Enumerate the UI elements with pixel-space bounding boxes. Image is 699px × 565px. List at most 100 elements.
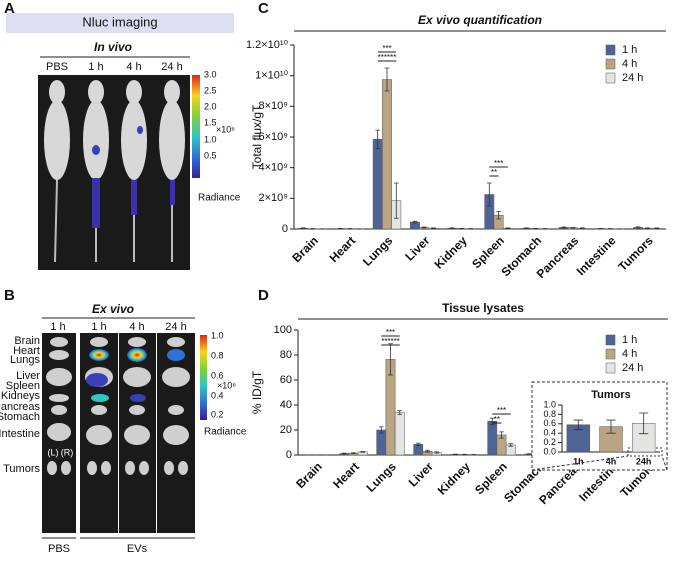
chart-title: Tumors <box>591 389 631 401</box>
y-tick-label: 8×10⁹ <box>259 100 289 112</box>
legend-swatch <box>605 58 616 70</box>
colorbar-unit: ×10⁸ <box>217 380 236 390</box>
organ-label: Tumors <box>3 463 40 475</box>
organ-label: Pancreas <box>0 401 40 413</box>
significance-label: *** <box>387 53 396 62</box>
x-tick-label: Heart <box>327 233 359 265</box>
x-tick-label: Liver <box>406 459 436 489</box>
error-bar <box>645 227 650 229</box>
legend-swatch <box>605 334 616 346</box>
error-bar <box>635 226 641 229</box>
error-bar <box>384 67 390 92</box>
y-tick-label: 60 <box>280 374 292 386</box>
group-label: PBS <box>48 543 70 555</box>
error-bar <box>654 227 660 229</box>
column-label: 1 h <box>88 61 103 73</box>
legend-swatch <box>605 362 616 374</box>
error-bar <box>378 426 384 434</box>
error-bar <box>431 227 436 229</box>
error-bar <box>570 227 576 229</box>
colorbar-tick: 0.5 <box>204 150 217 160</box>
error-bar <box>412 220 418 224</box>
y-tick-label: 40 <box>280 399 292 411</box>
y-tick-label: 80 <box>280 349 292 361</box>
colorbar-tick: 0.2 <box>211 409 224 419</box>
x-tick-label: Heart <box>330 459 362 491</box>
error-bar <box>579 227 585 229</box>
side-label: (R) <box>61 447 74 457</box>
y-tick-label: 0.2 <box>543 437 556 447</box>
panel-letter: B <box>4 287 15 304</box>
y-tick-label: 2×10⁹ <box>259 192 289 204</box>
legend-label: 1 h <box>622 44 637 56</box>
error-bar <box>526 453 532 455</box>
colorbar-tick: 1.0 <box>204 134 217 144</box>
banner <box>6 13 234 33</box>
organs <box>46 337 190 475</box>
error-bar <box>462 453 467 456</box>
legend-label: 1 h <box>622 334 637 346</box>
colorbar-tick: 2.5 <box>204 85 217 95</box>
error-bar <box>639 412 649 435</box>
chart-title: Tissue lysates <box>442 301 524 315</box>
y-tick-label: 0.6 <box>543 418 556 428</box>
error-bar <box>421 226 427 229</box>
colorbar-tick: 2.0 <box>204 101 217 111</box>
x-tick-label: Lungs <box>360 233 396 269</box>
x-tick-label: Intestine <box>574 233 619 278</box>
error-bar <box>508 443 514 447</box>
colorbar-tick: 1.0 <box>211 330 224 340</box>
panel-a: A Nluc imaging In vivo PBS 1 h 4 h 24 h … <box>4 0 241 270</box>
y-tick-label: 100 <box>274 324 292 336</box>
error-bar <box>452 453 458 456</box>
y-tick-label: 20 <box>280 424 292 436</box>
legend-label: 4 h <box>622 58 637 70</box>
legend-label: 24 h <box>622 72 643 84</box>
error-bar <box>375 129 381 149</box>
legend-label: 24 h <box>622 362 643 374</box>
y-tick-label: 1.0 <box>543 399 556 409</box>
organ-label: Stomach <box>0 411 40 423</box>
error-bar <box>360 451 366 453</box>
legend-swatch <box>605 72 616 84</box>
column-label: 4 h <box>129 321 144 333</box>
y-tick-label: 1×10¹⁰ <box>255 70 288 82</box>
error-bar <box>606 419 616 434</box>
y-axis-label: % ID/gT <box>250 370 264 414</box>
colorbar-tick: 0.4 <box>211 390 224 400</box>
charts: C Ex vivo quantification Total flux/gT 0 2×1… <box>246 0 668 507</box>
organ-label: Spleen <box>6 380 40 392</box>
colorbar-label: Radiance <box>198 193 241 204</box>
error-bar <box>300 227 306 229</box>
y-tick-label: 0.0 <box>543 446 556 456</box>
error-bar <box>397 410 403 415</box>
signal <box>86 348 185 402</box>
side-label: (L) <box>48 447 59 457</box>
significance-label: *** <box>382 44 391 53</box>
error-bar <box>505 227 511 229</box>
bar <box>382 79 392 230</box>
error-bar <box>388 343 393 376</box>
x-tick-label: 1h <box>573 456 584 466</box>
bar <box>376 429 387 456</box>
significance-label: *** <box>381 337 390 346</box>
bar <box>487 421 498 456</box>
error-bar <box>524 227 529 229</box>
x-tick-label: 4h <box>606 456 617 466</box>
colorbar-label: Radiance <box>204 427 247 438</box>
organ-label: Kidneys <box>1 390 41 402</box>
legend-label: 4 h <box>622 348 637 360</box>
x-tick-label: Liver <box>402 233 432 263</box>
colorbar-tick: 1.5 <box>204 117 217 127</box>
column-label: 24 h <box>161 61 182 73</box>
colorbar <box>200 335 207 420</box>
colorbar-unit: ×10⁶ <box>216 124 235 134</box>
significance-label: *** <box>497 406 506 415</box>
colorbar-tick: 3.0 <box>204 69 217 79</box>
error-bar <box>561 226 567 229</box>
organ-label: Intestine <box>0 428 40 440</box>
error-bar <box>393 182 399 219</box>
error-bar <box>341 452 347 455</box>
panel-title: Ex vivo <box>92 302 134 316</box>
signal <box>92 126 175 228</box>
